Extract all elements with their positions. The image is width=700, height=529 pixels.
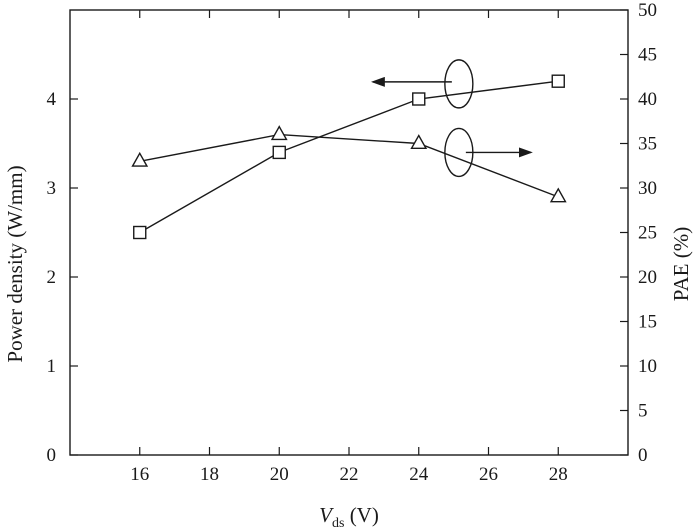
- x-axis-title-unit: (V): [344, 503, 378, 527]
- square-marker: [551, 74, 565, 88]
- y-right-tick-label: 35: [638, 134, 657, 155]
- series-line-square: [139, 80, 559, 234]
- y-right-tick-label: 50: [638, 0, 657, 21]
- series-lines: [139, 80, 559, 234]
- x-tick-label: 24: [409, 464, 429, 485]
- y-left-tick-label: 0: [47, 445, 57, 466]
- x-tick-label: 28: [549, 464, 568, 485]
- y-right-tick-label: 30: [638, 178, 657, 199]
- x-axis-title-main: V: [319, 503, 334, 527]
- plot-frame: [69, 9, 629, 456]
- annotations: [370, 59, 533, 178]
- triangle-marker: [270, 125, 288, 141]
- y-left-tick-label: 1: [47, 356, 57, 377]
- x-tick-label: 20: [270, 464, 289, 485]
- y-axis-left-title: Power density (W/mm): [3, 165, 27, 362]
- triangle-marker: [410, 134, 428, 149]
- square-marker: [272, 145, 286, 160]
- square-marker: [133, 225, 147, 240]
- y-left-tick-label: 4: [47, 89, 57, 110]
- triangle-marker: [549, 187, 567, 203]
- x-axis-title: Vds (V): [319, 503, 379, 529]
- y-right-tick-label: 25: [638, 223, 657, 244]
- series-line-triangle: [139, 133, 559, 198]
- x-tick-label: 22: [340, 464, 359, 485]
- series-markers: [131, 74, 567, 240]
- x-tick-label: 18: [200, 464, 219, 485]
- y-right-tick-label: 15: [638, 312, 657, 333]
- y-right-tick-label: 0: [638, 445, 648, 466]
- x-axis-title-sub: ds: [332, 516, 344, 529]
- annotation-ellipse-left: [444, 59, 474, 109]
- y-right-tick-label: 40: [638, 89, 657, 110]
- x-tick-label: 26: [479, 464, 498, 485]
- y-left-tick-label: 2: [47, 267, 57, 288]
- triangle-marker: [131, 151, 149, 167]
- y-left-tick-label: 3: [47, 178, 57, 199]
- y-right-tick-label: 10: [638, 356, 657, 377]
- square-marker: [412, 92, 426, 106]
- y-axis-right-title: PAE (%): [669, 227, 693, 301]
- y-right-tick-label: 45: [638, 45, 657, 66]
- y-right-tick-label: 5: [638, 401, 648, 422]
- y-right-tick-label: 20: [638, 267, 657, 288]
- x-tick-label: 16: [130, 464, 149, 485]
- ticks: [70, 9, 628, 456]
